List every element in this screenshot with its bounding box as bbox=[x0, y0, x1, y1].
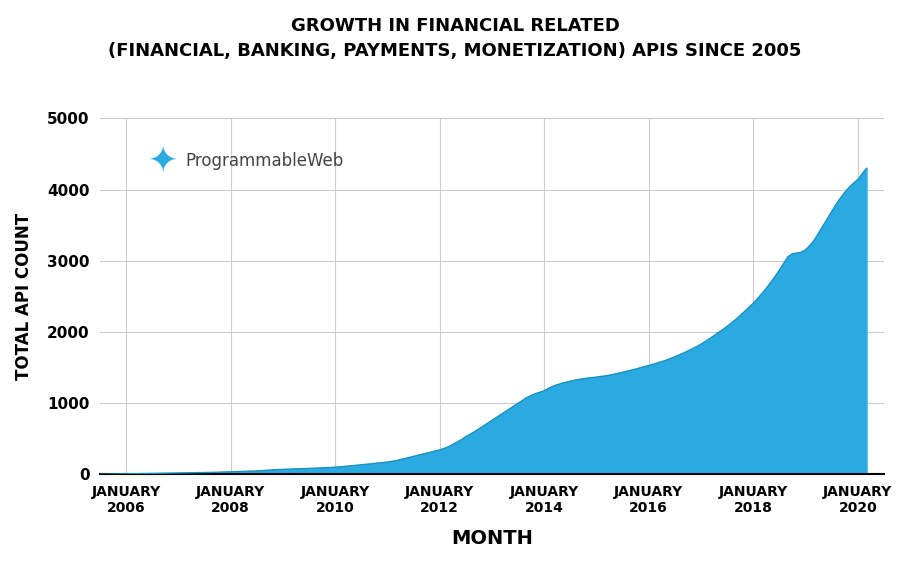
X-axis label: MONTH: MONTH bbox=[451, 529, 533, 548]
Y-axis label: TOTAL API COUNT: TOTAL API COUNT bbox=[15, 213, 33, 380]
Text: GROWTH IN FINANCIAL RELATED
(FINANCIAL, BANKING, PAYMENTS, MONETIZATION) APIS SI: GROWTH IN FINANCIAL RELATED (FINANCIAL, … bbox=[108, 17, 802, 60]
Text: ProgrammableWeb: ProgrammableWeb bbox=[186, 152, 344, 170]
Text: ✦: ✦ bbox=[147, 144, 177, 178]
